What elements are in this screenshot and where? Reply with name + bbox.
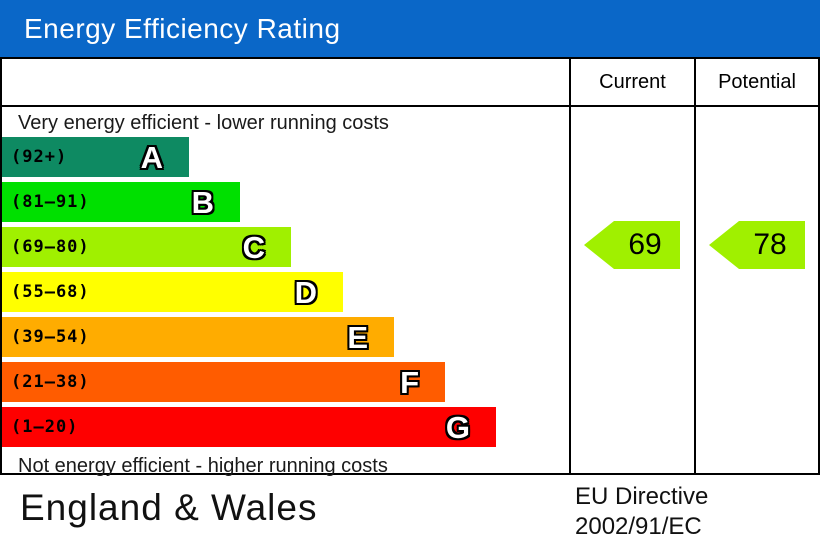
band-row: (81–91) B [2, 182, 569, 222]
eu-directive-line2: 2002/91/EC [575, 513, 702, 540]
band-letter: D [294, 274, 317, 310]
eu-directive-line1: EU Directive [575, 483, 709, 510]
band-range-label: (21–38) [11, 372, 90, 392]
band-bar-f: (21–38) F [2, 362, 445, 402]
band-row: (92+) A [2, 137, 569, 177]
footer: England & Wales EU Directive 2002/91/EC [0, 475, 820, 545]
band-row: (39–54) E [2, 317, 569, 357]
inefficient-note: Not energy efficient - higher running co… [18, 455, 388, 477]
band-letter: A [140, 139, 163, 175]
band-bar-g: (1–20) G [2, 407, 496, 447]
band-range-label: (92+) [11, 147, 68, 167]
band-range-label: (69–80) [11, 237, 90, 257]
bands-column: Very energy efficient - lower running co… [0, 59, 571, 477]
band-range-label: (55–68) [11, 282, 90, 302]
band-letter: B [191, 184, 214, 220]
current-header: Current [571, 59, 694, 107]
band-bar-a: (92+) A [2, 137, 189, 177]
band-range-label: (39–54) [11, 327, 90, 347]
title-bar: Energy Efficiency Rating [0, 0, 820, 57]
bands-header-cell [2, 59, 569, 107]
band-row: (55–68) D [2, 272, 569, 312]
band-bar-c: (69–80) C [2, 227, 291, 267]
band-bar-d: (55–68) D [2, 272, 343, 312]
rating-table: Very energy efficient - lower running co… [0, 57, 820, 477]
band-row: (69–80) C [2, 227, 569, 267]
potential-header: Potential [696, 59, 818, 107]
band-range-label: (1–20) [11, 417, 79, 437]
band-letter: F [400, 364, 419, 400]
current-rating-value: 69 [628, 228, 662, 261]
band-bar-b: (81–91) B [2, 182, 240, 222]
band-range-label: (81–91) [11, 192, 90, 212]
band-letter: G [445, 409, 470, 445]
band-bar-e: (39–54) E [2, 317, 394, 357]
eu-directive-label: EU Directive 2002/91/EC [575, 482, 708, 542]
page-title: Energy Efficiency Rating [24, 12, 341, 44]
potential-rating-arrow: 78 [709, 221, 805, 269]
band-row: (21–38) F [2, 362, 569, 402]
band-letter: C [242, 229, 265, 265]
region-label: England & Wales [20, 487, 318, 528]
band-row: (1–20) G [2, 407, 569, 447]
bands-body: Very energy efficient - lower running co… [2, 107, 569, 479]
current-column: Current 69 [571, 59, 696, 473]
efficient-note: Very energy efficient - lower running co… [18, 112, 389, 134]
current-rating-arrow: 69 [584, 221, 680, 269]
band-letter: E [347, 319, 368, 355]
potential-rating-value: 78 [753, 228, 787, 261]
potential-column: Potential 78 [696, 59, 820, 473]
